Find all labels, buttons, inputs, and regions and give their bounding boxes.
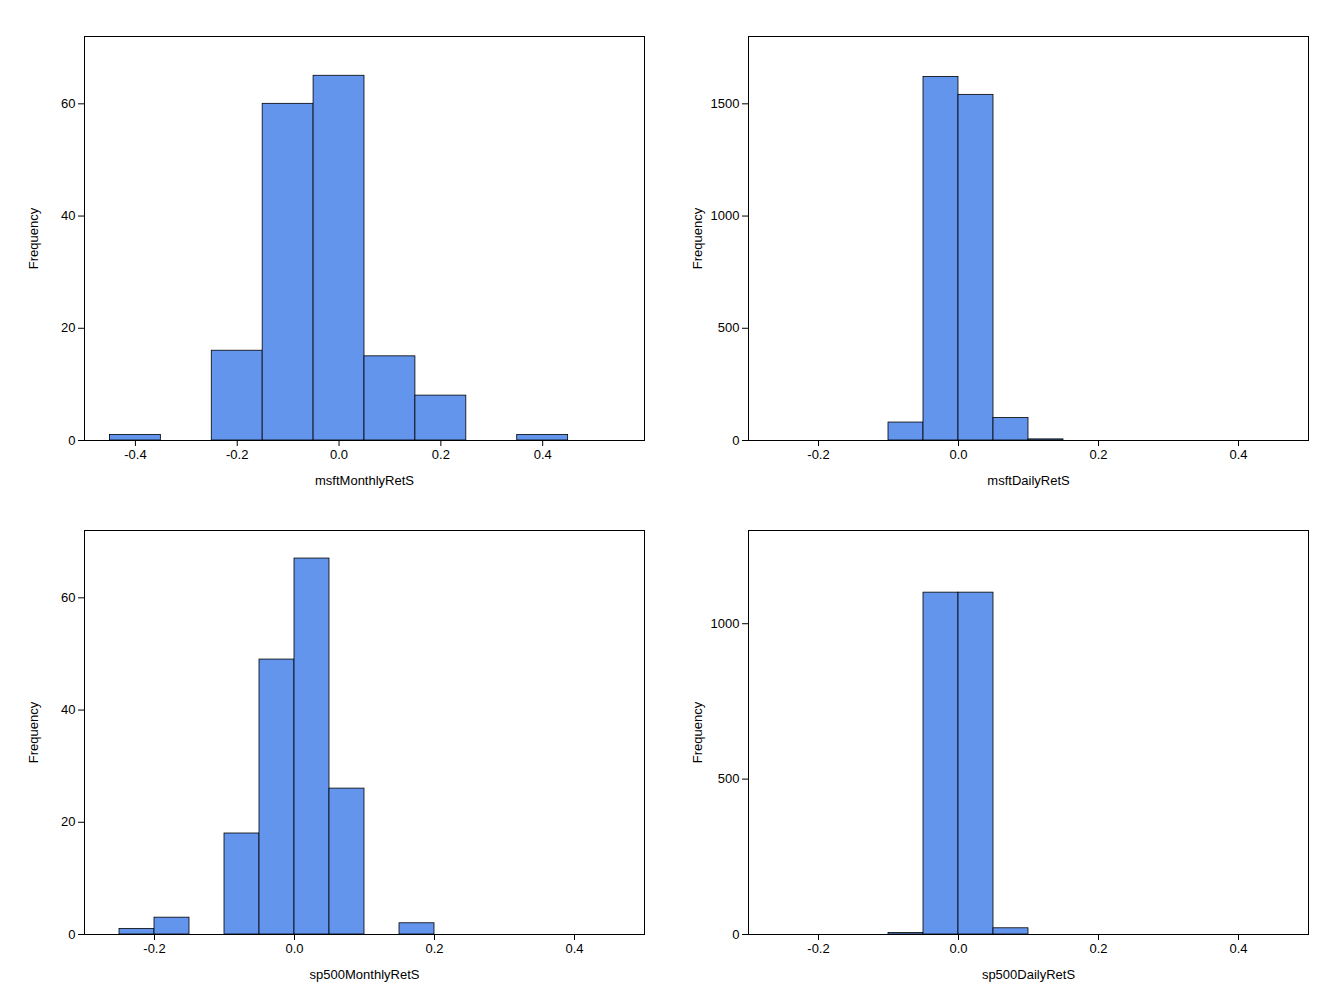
svg-text:0.2: 0.2 bbox=[425, 941, 443, 956]
svg-text:0.2: 0.2 bbox=[1089, 447, 1107, 462]
svg-text:0.0: 0.0 bbox=[285, 941, 303, 956]
svg-text:1000: 1000 bbox=[711, 208, 740, 223]
svg-text:40: 40 bbox=[61, 208, 75, 223]
svg-text:0.4: 0.4 bbox=[534, 447, 552, 462]
svg-text:20: 20 bbox=[61, 320, 75, 335]
svg-text:Frequency: Frequency bbox=[26, 207, 41, 269]
svg-text:0: 0 bbox=[732, 927, 739, 942]
svg-text:60: 60 bbox=[61, 590, 75, 605]
svg-text:0.2: 0.2 bbox=[1089, 941, 1107, 956]
svg-text:0.0: 0.0 bbox=[330, 447, 348, 462]
svg-text:0.4: 0.4 bbox=[1229, 941, 1247, 956]
svg-text:msftMonthlyRetS: msftMonthlyRetS bbox=[315, 473, 414, 488]
svg-text:msftDailyRetS: msftDailyRetS bbox=[987, 473, 1070, 488]
svg-text:-0.2: -0.2 bbox=[226, 447, 248, 462]
svg-text:60: 60 bbox=[61, 96, 75, 111]
svg-text:1000: 1000 bbox=[711, 616, 740, 631]
svg-text:0.4: 0.4 bbox=[565, 941, 583, 956]
svg-text:0.4: 0.4 bbox=[1229, 447, 1247, 462]
svg-text:20: 20 bbox=[61, 814, 75, 829]
svg-text:Frequency: Frequency bbox=[690, 701, 705, 763]
svg-text:0.0: 0.0 bbox=[949, 447, 967, 462]
svg-text:-0.2: -0.2 bbox=[143, 941, 165, 956]
svg-text:Frequency: Frequency bbox=[26, 701, 41, 763]
svg-text:Frequency: Frequency bbox=[690, 207, 705, 269]
svg-text:1500: 1500 bbox=[711, 96, 740, 111]
svg-text:-0.2: -0.2 bbox=[807, 447, 829, 462]
svg-text:0.2: 0.2 bbox=[432, 447, 450, 462]
svg-text:500: 500 bbox=[718, 771, 740, 786]
svg-text:-0.4: -0.4 bbox=[124, 447, 146, 462]
svg-text:40: 40 bbox=[61, 702, 75, 717]
svg-text:sp500MonthlyRetS: sp500MonthlyRetS bbox=[310, 967, 420, 982]
svg-text:0: 0 bbox=[68, 927, 75, 942]
svg-text:0: 0 bbox=[732, 433, 739, 448]
svg-text:-0.2: -0.2 bbox=[807, 941, 829, 956]
svg-text:sp500DailyRetS: sp500DailyRetS bbox=[982, 967, 1076, 982]
svg-text:500: 500 bbox=[718, 320, 740, 335]
svg-text:0: 0 bbox=[68, 433, 75, 448]
svg-text:0.0: 0.0 bbox=[949, 941, 967, 956]
